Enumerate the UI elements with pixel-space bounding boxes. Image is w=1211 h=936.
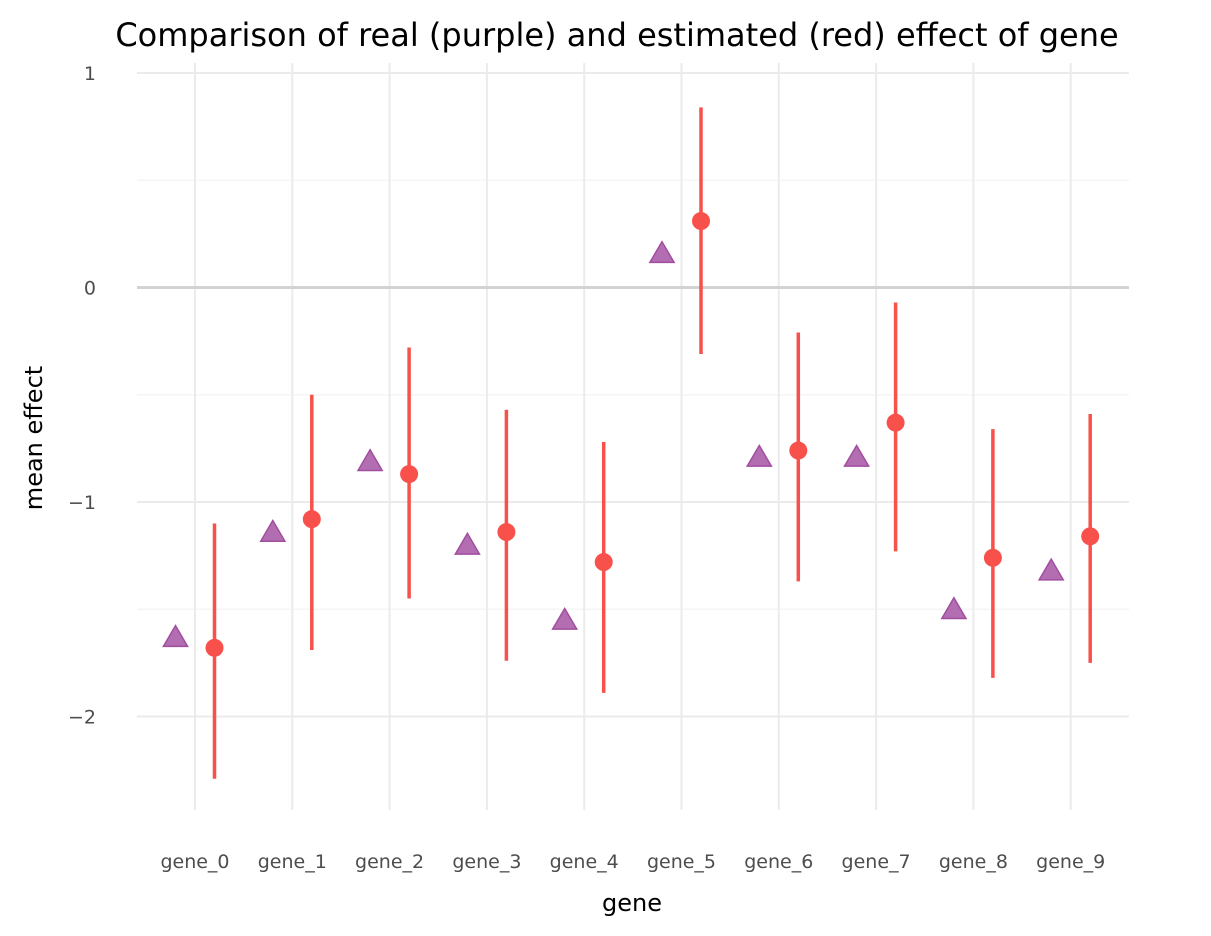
real-point xyxy=(259,519,287,542)
real-point xyxy=(745,443,773,467)
estimate-point xyxy=(1081,527,1100,546)
x-ticks: gene_0 gene_1 gene_2 gene_3 gene_4 gene_5 gene… xyxy=(160,851,1105,873)
estimate-point xyxy=(594,553,613,572)
real-point xyxy=(843,443,870,467)
estimate-point xyxy=(400,465,419,484)
estimate-point xyxy=(886,413,905,432)
x-axis-title: gene xyxy=(602,889,662,917)
y-tick-label: 0 xyxy=(84,278,96,300)
x-tick-label: gene_8 xyxy=(939,851,1008,873)
x-tick-label: gene_0 xyxy=(160,851,229,873)
y-tick-label: −1 xyxy=(68,492,96,514)
real-point xyxy=(454,531,481,555)
estimate-point xyxy=(692,212,710,231)
real-point xyxy=(162,624,189,648)
x-tick-label: gene_4 xyxy=(550,851,619,873)
real-point xyxy=(551,606,579,630)
y-tick-label: 1 xyxy=(84,63,96,85)
estimate-point xyxy=(302,510,321,529)
y-tick-label: −2 xyxy=(68,707,96,729)
estimate-point xyxy=(789,441,808,460)
real-point xyxy=(356,448,384,472)
real-point xyxy=(940,596,968,620)
grid xyxy=(137,63,1129,810)
x-tick-label: gene_9 xyxy=(1036,851,1105,873)
estimate-point xyxy=(205,638,224,657)
estimate-point xyxy=(983,548,1002,567)
data-marks xyxy=(162,107,1100,779)
x-tick-label: gene_3 xyxy=(452,851,521,873)
chart-title: Comparison of real (purple) and estimate… xyxy=(115,16,1118,54)
real-point xyxy=(648,240,676,264)
x-tick-label: gene_2 xyxy=(355,851,424,873)
y-ticks: 1 0 −1 −2 xyxy=(68,63,96,729)
real-point xyxy=(1037,557,1065,581)
x-tick-label: gene_1 xyxy=(258,851,327,873)
x-tick-label: gene_5 xyxy=(647,851,716,873)
estimate-point xyxy=(497,523,516,542)
x-tick-label: gene_6 xyxy=(744,851,813,873)
x-tick-label: gene_7 xyxy=(842,851,911,873)
y-axis-title: mean effect xyxy=(20,366,48,510)
